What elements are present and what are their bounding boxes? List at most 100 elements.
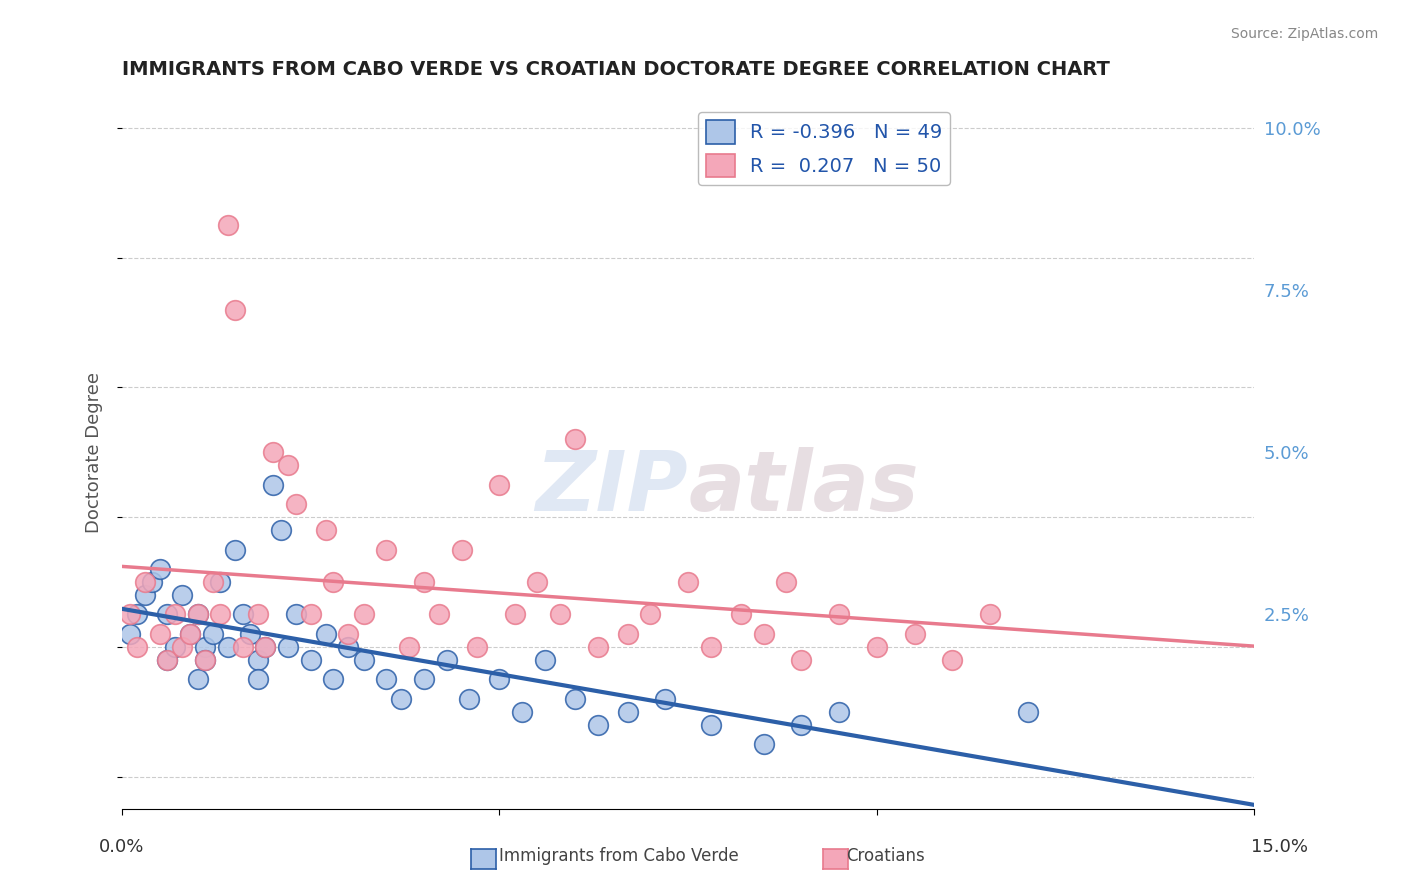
Point — [224, 302, 246, 317]
Point — [700, 640, 723, 654]
Point — [149, 562, 172, 576]
Text: atlas: atlas — [688, 448, 918, 528]
Point — [322, 673, 344, 687]
Point — [752, 627, 775, 641]
Point — [217, 640, 239, 654]
Point — [284, 607, 307, 622]
Point — [548, 607, 571, 622]
Point — [246, 673, 269, 687]
Point — [239, 627, 262, 641]
Point — [118, 607, 141, 622]
Point — [134, 574, 156, 589]
Point — [194, 653, 217, 667]
Point — [156, 607, 179, 622]
Point — [337, 627, 360, 641]
Point — [127, 640, 149, 654]
Point — [790, 653, 813, 667]
Point — [299, 653, 322, 667]
Point — [616, 705, 638, 719]
Point — [941, 653, 963, 667]
Point — [322, 574, 344, 589]
Text: Croatians: Croatians — [846, 847, 925, 865]
Point — [179, 627, 201, 641]
Point — [353, 607, 375, 622]
Point — [163, 640, 186, 654]
Text: 0.0%: 0.0% — [98, 838, 143, 856]
Point — [510, 705, 533, 719]
Point — [866, 640, 889, 654]
Point — [375, 673, 398, 687]
Point — [277, 458, 299, 473]
Point — [586, 640, 609, 654]
Point — [526, 574, 548, 589]
Point — [254, 640, 277, 654]
Point — [616, 627, 638, 641]
Point — [232, 640, 254, 654]
Legend: R = -0.396   N = 49, R =  0.207   N = 50: R = -0.396 N = 49, R = 0.207 N = 50 — [697, 112, 950, 185]
Point — [775, 574, 797, 589]
Text: Source: ZipAtlas.com: Source: ZipAtlas.com — [1230, 27, 1378, 41]
Point — [979, 607, 1001, 622]
Point — [284, 497, 307, 511]
Point — [262, 445, 284, 459]
Point — [254, 640, 277, 654]
Point — [450, 542, 472, 557]
Point — [413, 574, 436, 589]
Point — [337, 640, 360, 654]
Point — [436, 653, 458, 667]
Point — [232, 607, 254, 622]
Point — [163, 607, 186, 622]
Point — [134, 588, 156, 602]
Point — [676, 574, 699, 589]
Point — [790, 717, 813, 731]
Point — [730, 607, 752, 622]
Point — [201, 627, 224, 641]
Point — [586, 717, 609, 731]
Text: 15.0%: 15.0% — [1250, 838, 1308, 856]
Point — [194, 653, 217, 667]
Point — [224, 542, 246, 557]
Point — [209, 607, 232, 622]
Point — [828, 607, 851, 622]
Point — [389, 691, 412, 706]
Text: IMMIGRANTS FROM CABO VERDE VS CROATIAN DOCTORATE DEGREE CORRELATION CHART: IMMIGRANTS FROM CABO VERDE VS CROATIAN D… — [122, 60, 1109, 78]
Point — [141, 574, 163, 589]
Point — [640, 607, 662, 622]
Point — [172, 640, 194, 654]
Point — [488, 477, 510, 491]
Point — [700, 717, 723, 731]
Point — [156, 653, 179, 667]
Point — [186, 607, 208, 622]
Point — [118, 627, 141, 641]
Point — [458, 691, 481, 706]
Point — [752, 737, 775, 751]
Point — [375, 542, 398, 557]
Point — [427, 607, 450, 622]
Point — [564, 432, 586, 446]
Point — [246, 653, 269, 667]
Point — [413, 673, 436, 687]
Point — [1017, 705, 1039, 719]
Point — [315, 627, 337, 641]
Point — [465, 640, 488, 654]
Point — [503, 607, 526, 622]
Point — [398, 640, 420, 654]
Point — [186, 607, 208, 622]
Point — [172, 588, 194, 602]
Point — [209, 574, 232, 589]
Point — [277, 640, 299, 654]
Point — [201, 574, 224, 589]
Point — [127, 607, 149, 622]
Point — [533, 653, 555, 667]
Text: Immigrants from Cabo Verde: Immigrants from Cabo Verde — [499, 847, 738, 865]
Point — [654, 691, 676, 706]
Point — [217, 218, 239, 232]
Point — [315, 523, 337, 537]
Point — [179, 627, 201, 641]
Text: ZIP: ZIP — [536, 448, 688, 528]
Point — [186, 673, 208, 687]
Point — [488, 673, 510, 687]
Point — [903, 627, 925, 641]
Point — [828, 705, 851, 719]
Point — [246, 607, 269, 622]
